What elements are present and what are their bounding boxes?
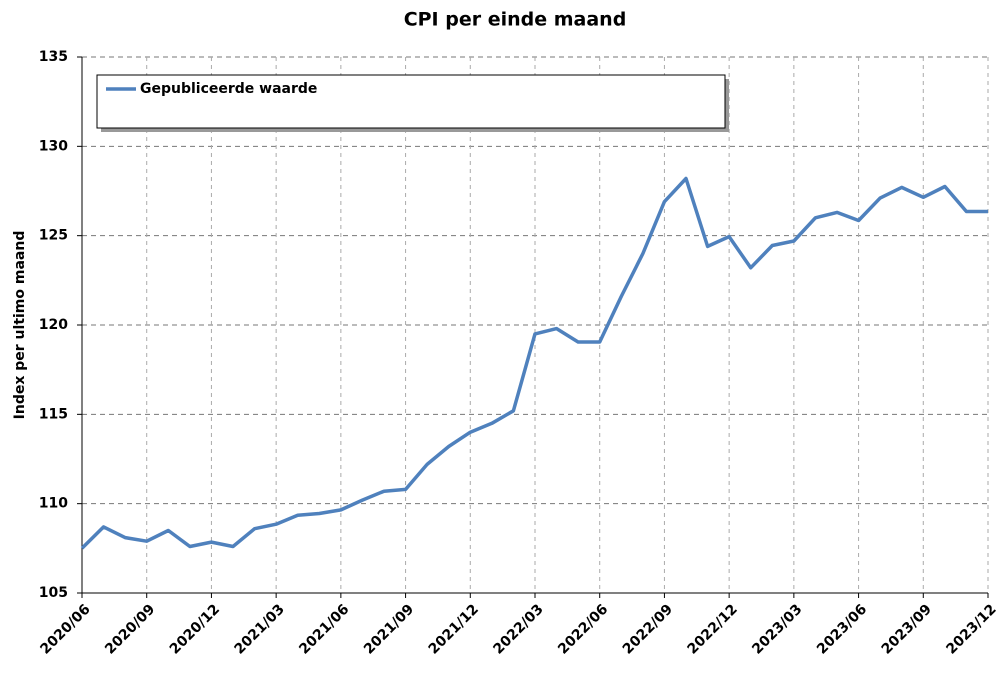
x-tick-label: 2023/06 xyxy=(814,601,870,657)
y-tick-label: 115 xyxy=(39,406,68,422)
x-tick-label: 2021/09 xyxy=(361,601,417,657)
legend-box xyxy=(96,74,726,129)
x-tick-label: 2020/12 xyxy=(167,601,223,657)
x-tick-label: 2022/12 xyxy=(685,601,741,657)
y-axis-label: Index per ultimo maand xyxy=(12,231,28,420)
x-tick-label: 2023/03 xyxy=(749,601,805,657)
x-tick-label: 2023/12 xyxy=(943,601,999,657)
y-tick-label: 135 xyxy=(39,49,68,65)
y-tick-label: 125 xyxy=(39,228,68,244)
x-tick-label: 2022/03 xyxy=(490,601,546,657)
x-tick-label: 2021/12 xyxy=(426,601,482,657)
y-tick-label: 130 xyxy=(39,138,68,154)
y-tick-label: 105 xyxy=(39,585,68,601)
y-tick-label: 120 xyxy=(39,317,68,333)
series-line xyxy=(80,176,988,550)
x-tick-label: 2022/09 xyxy=(620,601,676,657)
x-tick-label: 2020/09 xyxy=(102,601,158,657)
x-tick-label: 2021/06 xyxy=(296,601,352,657)
legend-label: Gepubliceerde waarde xyxy=(140,81,317,97)
x-tick-label: 2023/09 xyxy=(879,601,935,657)
x-tick-label: 2020/06 xyxy=(37,601,93,657)
y-tick-label: 110 xyxy=(39,496,68,512)
chart-title: CPI per einde maand xyxy=(404,9,627,31)
x-tick-label: 2022/06 xyxy=(555,601,611,657)
x-tick-label: 2021/03 xyxy=(232,601,288,657)
